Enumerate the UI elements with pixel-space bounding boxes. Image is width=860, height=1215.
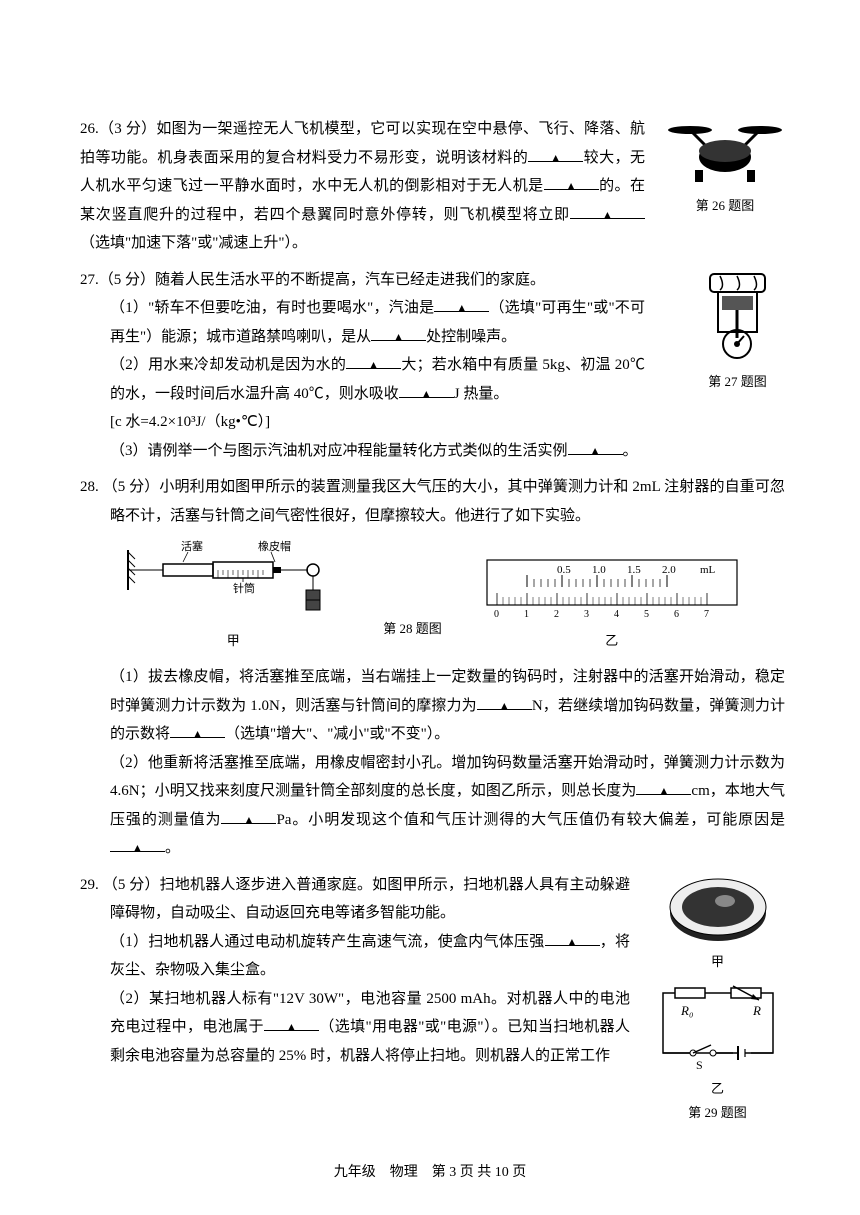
figure-29-yi-label: 乙 [650, 1077, 785, 1102]
figure-29-caption: 第 29 题图 [650, 1101, 785, 1126]
q26-blank-2[interactable] [544, 172, 599, 190]
q26-t4: （选填"加速下落"或"减速上升"）。 [80, 235, 307, 251]
q27-p3b: 。 [623, 443, 638, 459]
page-footer: 九年级 物理 第 3 页 共 10 页 [0, 1160, 860, 1187]
q27-p2c: J 热量。 [454, 386, 509, 402]
figure-26: 第 26 题图 [665, 115, 785, 219]
svg-text:0.5: 0.5 [557, 564, 571, 576]
q27-num: 27. [80, 272, 99, 288]
q28-blank-1[interactable] [477, 692, 532, 710]
q27-part1: （1）"轿车不但要吃油，有时也要喝水"，汽油是（选填"可再生"或"不可再生"）能… [80, 294, 785, 351]
q26-blank-1[interactable] [528, 144, 583, 162]
figure-29: 甲 R₀ R S 乙 第 29 题图 [650, 871, 785, 1126]
question-27-text: 27.（5 分）随着人民生活水平的不断提高，汽车已经走进我们的家庭。 [80, 266, 785, 295]
q29-blank-1[interactable] [545, 928, 600, 946]
q29-intro: 扫地机器人逐步进入普通家庭。如图甲所示，扫地机器人具有主动躲避障碍物，自动吸尘、… [110, 877, 630, 922]
svg-text:2.0: 2.0 [662, 564, 676, 576]
svg-text:R: R [752, 1003, 761, 1018]
svg-text:1: 1 [524, 609, 529, 620]
question-27: 第 27 题图 27.（5 分）随着人民生活水平的不断提高，汽车已经走进我们的家… [80, 266, 785, 466]
svg-text:3: 3 [584, 609, 589, 620]
figure-28: 活塞 针筒 橡皮帽 甲 第 28 题图 0.5 1.0 1.5 2.0 [80, 540, 785, 653]
q28-part2: （2）他重新将活塞推至底端，用橡皮帽密封小孔。增加钩码数量活塞开始滑动时，弹簧测… [80, 749, 785, 863]
q28-p2c: Pa。小明发现这个值和气压计测得的大气压值仍有较大偏差，可能原因是 [276, 812, 785, 828]
robot-vacuum-icon [663, 871, 773, 946]
q27-p2a: （2）用水来冷却发动机是因为水的 [110, 357, 346, 373]
svg-text:活塞: 活塞 [181, 540, 203, 553]
q28-blank-4[interactable] [221, 806, 276, 824]
svg-text:5: 5 [644, 609, 649, 620]
q26-num: 26. [80, 121, 99, 137]
q27-part2: （2）用水来冷却发动机是因为水的大；若水箱中有质量 5kg、初温 20℃的水，一… [80, 351, 785, 437]
circuit-icon: R₀ R S [653, 983, 783, 1073]
q27-blank-5[interactable] [568, 437, 623, 455]
q28-intro: 小明利用如图甲所示的装置测量我区大气压的大小，其中弹簧测力计和 2mL 注射器的… [110, 479, 785, 524]
question-29: 甲 R₀ R S 乙 第 29 题图 29. （5 分）扫地机器人逐步进入普通家… [80, 871, 785, 1071]
svg-text:1.0: 1.0 [592, 564, 606, 576]
svg-text:R₀: R₀ [680, 1003, 693, 1018]
question-28-intro: 28. （5 分）小明利用如图甲所示的装置测量我区大气压的大小，其中弹簧测力计和… [80, 473, 785, 530]
q27-part3: （3）请例举一个与图示汽油机对应冲程能量转化方式类似的生活实例 。 [80, 437, 785, 466]
drone-icon [665, 115, 785, 190]
q27-p1a: （1）"轿车不但要吃油，有时也要喝水"，汽油是 [110, 300, 434, 316]
svg-text:mL: mL [700, 564, 716, 576]
q27-p2d: [c 水=4.2×10³J/（kg•℃）] [110, 408, 645, 437]
figure-28-yi: 0.5 1.0 1.5 2.0 mL [482, 555, 742, 653]
svg-text:针筒: 针筒 [233, 581, 255, 595]
q27-intro: 随着人民生活水平的不断提高，汽车已经走进我们的家庭。 [155, 272, 545, 288]
q27-p1c: 处控制噪声。 [426, 329, 516, 345]
svg-text:4: 4 [614, 609, 619, 620]
svg-text:6: 6 [674, 609, 679, 620]
svg-text:1.5: 1.5 [627, 564, 641, 576]
figure-28-yi-label: 乙 [482, 629, 742, 654]
q29-num: 29. [80, 877, 103, 893]
svg-text:7: 7 [704, 609, 709, 620]
q29-p1a: （1）扫地机器人通过电动机旋转产生高速气流，使盒内气体压强 [110, 934, 545, 950]
svg-text:橡皮帽: 橡皮帽 [258, 540, 291, 553]
q29-blank-2[interactable] [264, 1013, 319, 1031]
q28-part1: （1）拔去橡皮帽，将活塞推至底端，当右端挂上一定数量的钩码时，注射器中的活塞开始… [80, 663, 785, 749]
q28-num: 28. [80, 479, 103, 495]
svg-text:S: S [696, 1058, 703, 1072]
q28-blank-5[interactable] [110, 834, 165, 852]
figure-28-caption: 第 28 题图 [383, 617, 442, 654]
q28-p1c: （选填"增大"、"减小"或"不变"）。 [225, 726, 449, 742]
ruler-icon: 0.5 1.0 1.5 2.0 mL [482, 555, 742, 620]
figure-27-caption: 第 27 题图 [690, 370, 785, 395]
figure-28-jia: 活塞 针筒 橡皮帽 甲 [123, 540, 343, 653]
q27-blank-3[interactable] [346, 351, 401, 369]
figure-26-caption: 第 26 题图 [665, 194, 785, 219]
svg-text:2: 2 [554, 609, 559, 620]
svg-text:0: 0 [494, 609, 499, 620]
engine-icon [690, 266, 785, 366]
figure-29-jia-label: 甲 [650, 950, 785, 975]
q28-points: （5 分） [103, 479, 160, 495]
q27-blank-2[interactable] [371, 323, 426, 341]
figure-28-jia-label: 甲 [123, 629, 343, 654]
q26-blank-3[interactable] [570, 201, 645, 219]
question-26: 第 26 题图 26.（3 分）如图为一架遥控无人飞机模型，它可以实现在空中悬停… [80, 115, 785, 258]
figure-27: 第 27 题图 [690, 266, 785, 395]
question-28: 28. （5 分）小明利用如图甲所示的装置测量我区大气压的大小，其中弹簧测力计和… [80, 473, 785, 863]
q27-p3a: （3）请例举一个与图示汽油机对应冲程能量转化方式类似的生活实例 [110, 443, 568, 459]
q28-blank-3[interactable] [636, 777, 691, 795]
syringe-apparatus-icon: 活塞 针筒 橡皮帽 [123, 540, 343, 620]
q28-p2d: 。 [165, 840, 180, 856]
q27-blank-4[interactable] [399, 380, 454, 398]
q28-blank-2[interactable] [170, 720, 225, 738]
q27-points: （5 分） [99, 272, 155, 288]
q29-points: （5 分） [103, 877, 160, 893]
q26-points: （3 分） [99, 121, 157, 137]
q27-blank-1[interactable] [434, 294, 489, 312]
